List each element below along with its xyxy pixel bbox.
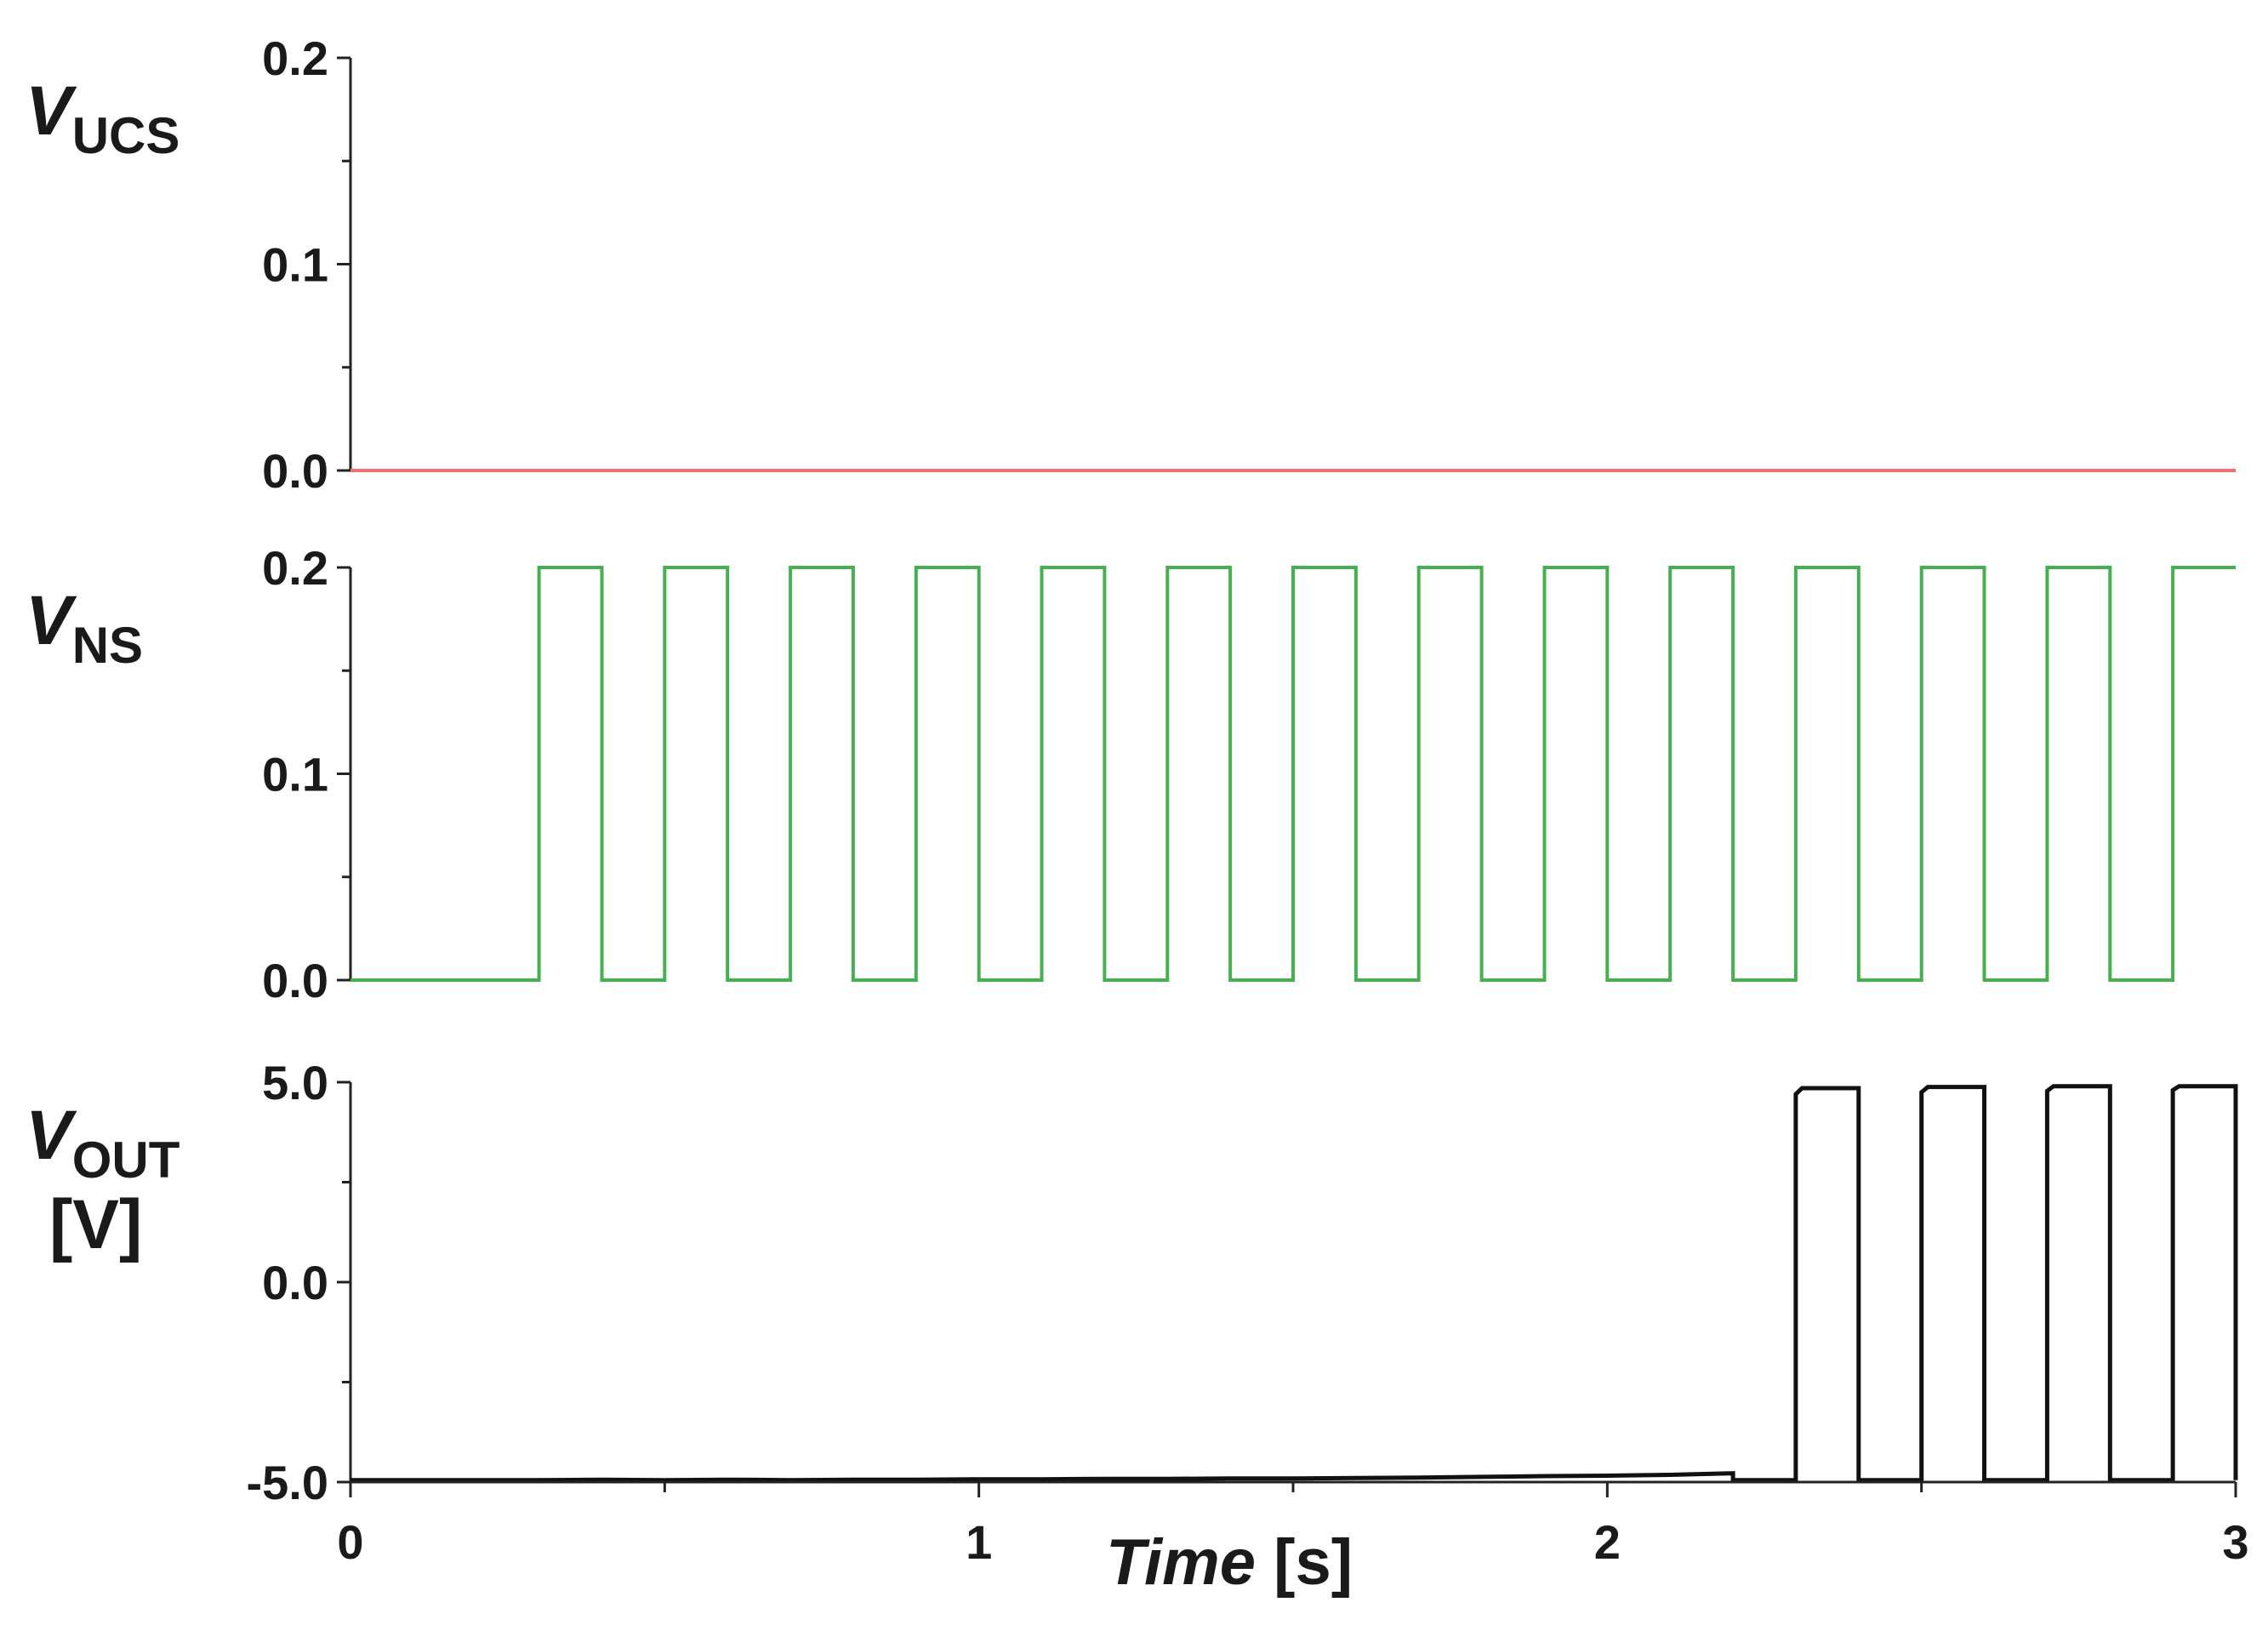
y-label-main-vucs: V: [26, 72, 77, 150]
x-tick-label: 2: [1594, 1515, 1621, 1569]
series-line-vout: [350, 1084, 2238, 1483]
series-line-vns: [350, 566, 2236, 982]
x-tick-label: 3: [2222, 1515, 2248, 1569]
panel-vout: -5.0 0.0 5.0 VOUT[V]: [26, 1056, 2238, 1509]
x-axis-label: Time [s]: [1106, 1526, 1353, 1599]
y-tick-label-vns: 0.0: [262, 954, 328, 1007]
y-tick-label-vucs: 0.2: [262, 31, 328, 85]
y-label-sub-vucs: UCS: [72, 107, 180, 164]
panel-vucs: 0.0 0.1 0.2 VUCS: [26, 31, 2236, 498]
panel-vns: 0.0 0.1 0.2 VNS: [26, 541, 2236, 1007]
x-label-main: Time: [1106, 1526, 1256, 1599]
y-tick-label-vout: 5.0: [262, 1056, 328, 1109]
y-label-main-vns: V: [26, 582, 77, 659]
y-tick-label-vucs: 0.0: [262, 444, 328, 498]
y-tick-label-vns: 0.1: [262, 748, 328, 801]
x-tick-label: 1: [966, 1515, 992, 1569]
y-axis-label-vns: VNS: [26, 582, 143, 674]
y-tick-label-vucs: 0.1: [262, 238, 328, 292]
x-label-unit: [s]: [1256, 1526, 1353, 1599]
x-tick-label: 0: [337, 1515, 363, 1569]
y-tick-label-vout: 0.0: [262, 1256, 328, 1309]
y-axis-label-vucs: VUCS: [26, 72, 180, 164]
y-axis-label-vout: VOUT: [26, 1097, 180, 1189]
y-label-main-vout: V: [26, 1097, 77, 1174]
y-label-sub-vns: NS: [72, 617, 143, 674]
y-label-unit-vout: [V]: [49, 1186, 142, 1263]
y-tick-label-vns: 0.2: [262, 541, 328, 595]
y-tick-label-vout: -5.0: [247, 1456, 329, 1509]
y-label-sub-vout: OUT: [72, 1132, 180, 1189]
